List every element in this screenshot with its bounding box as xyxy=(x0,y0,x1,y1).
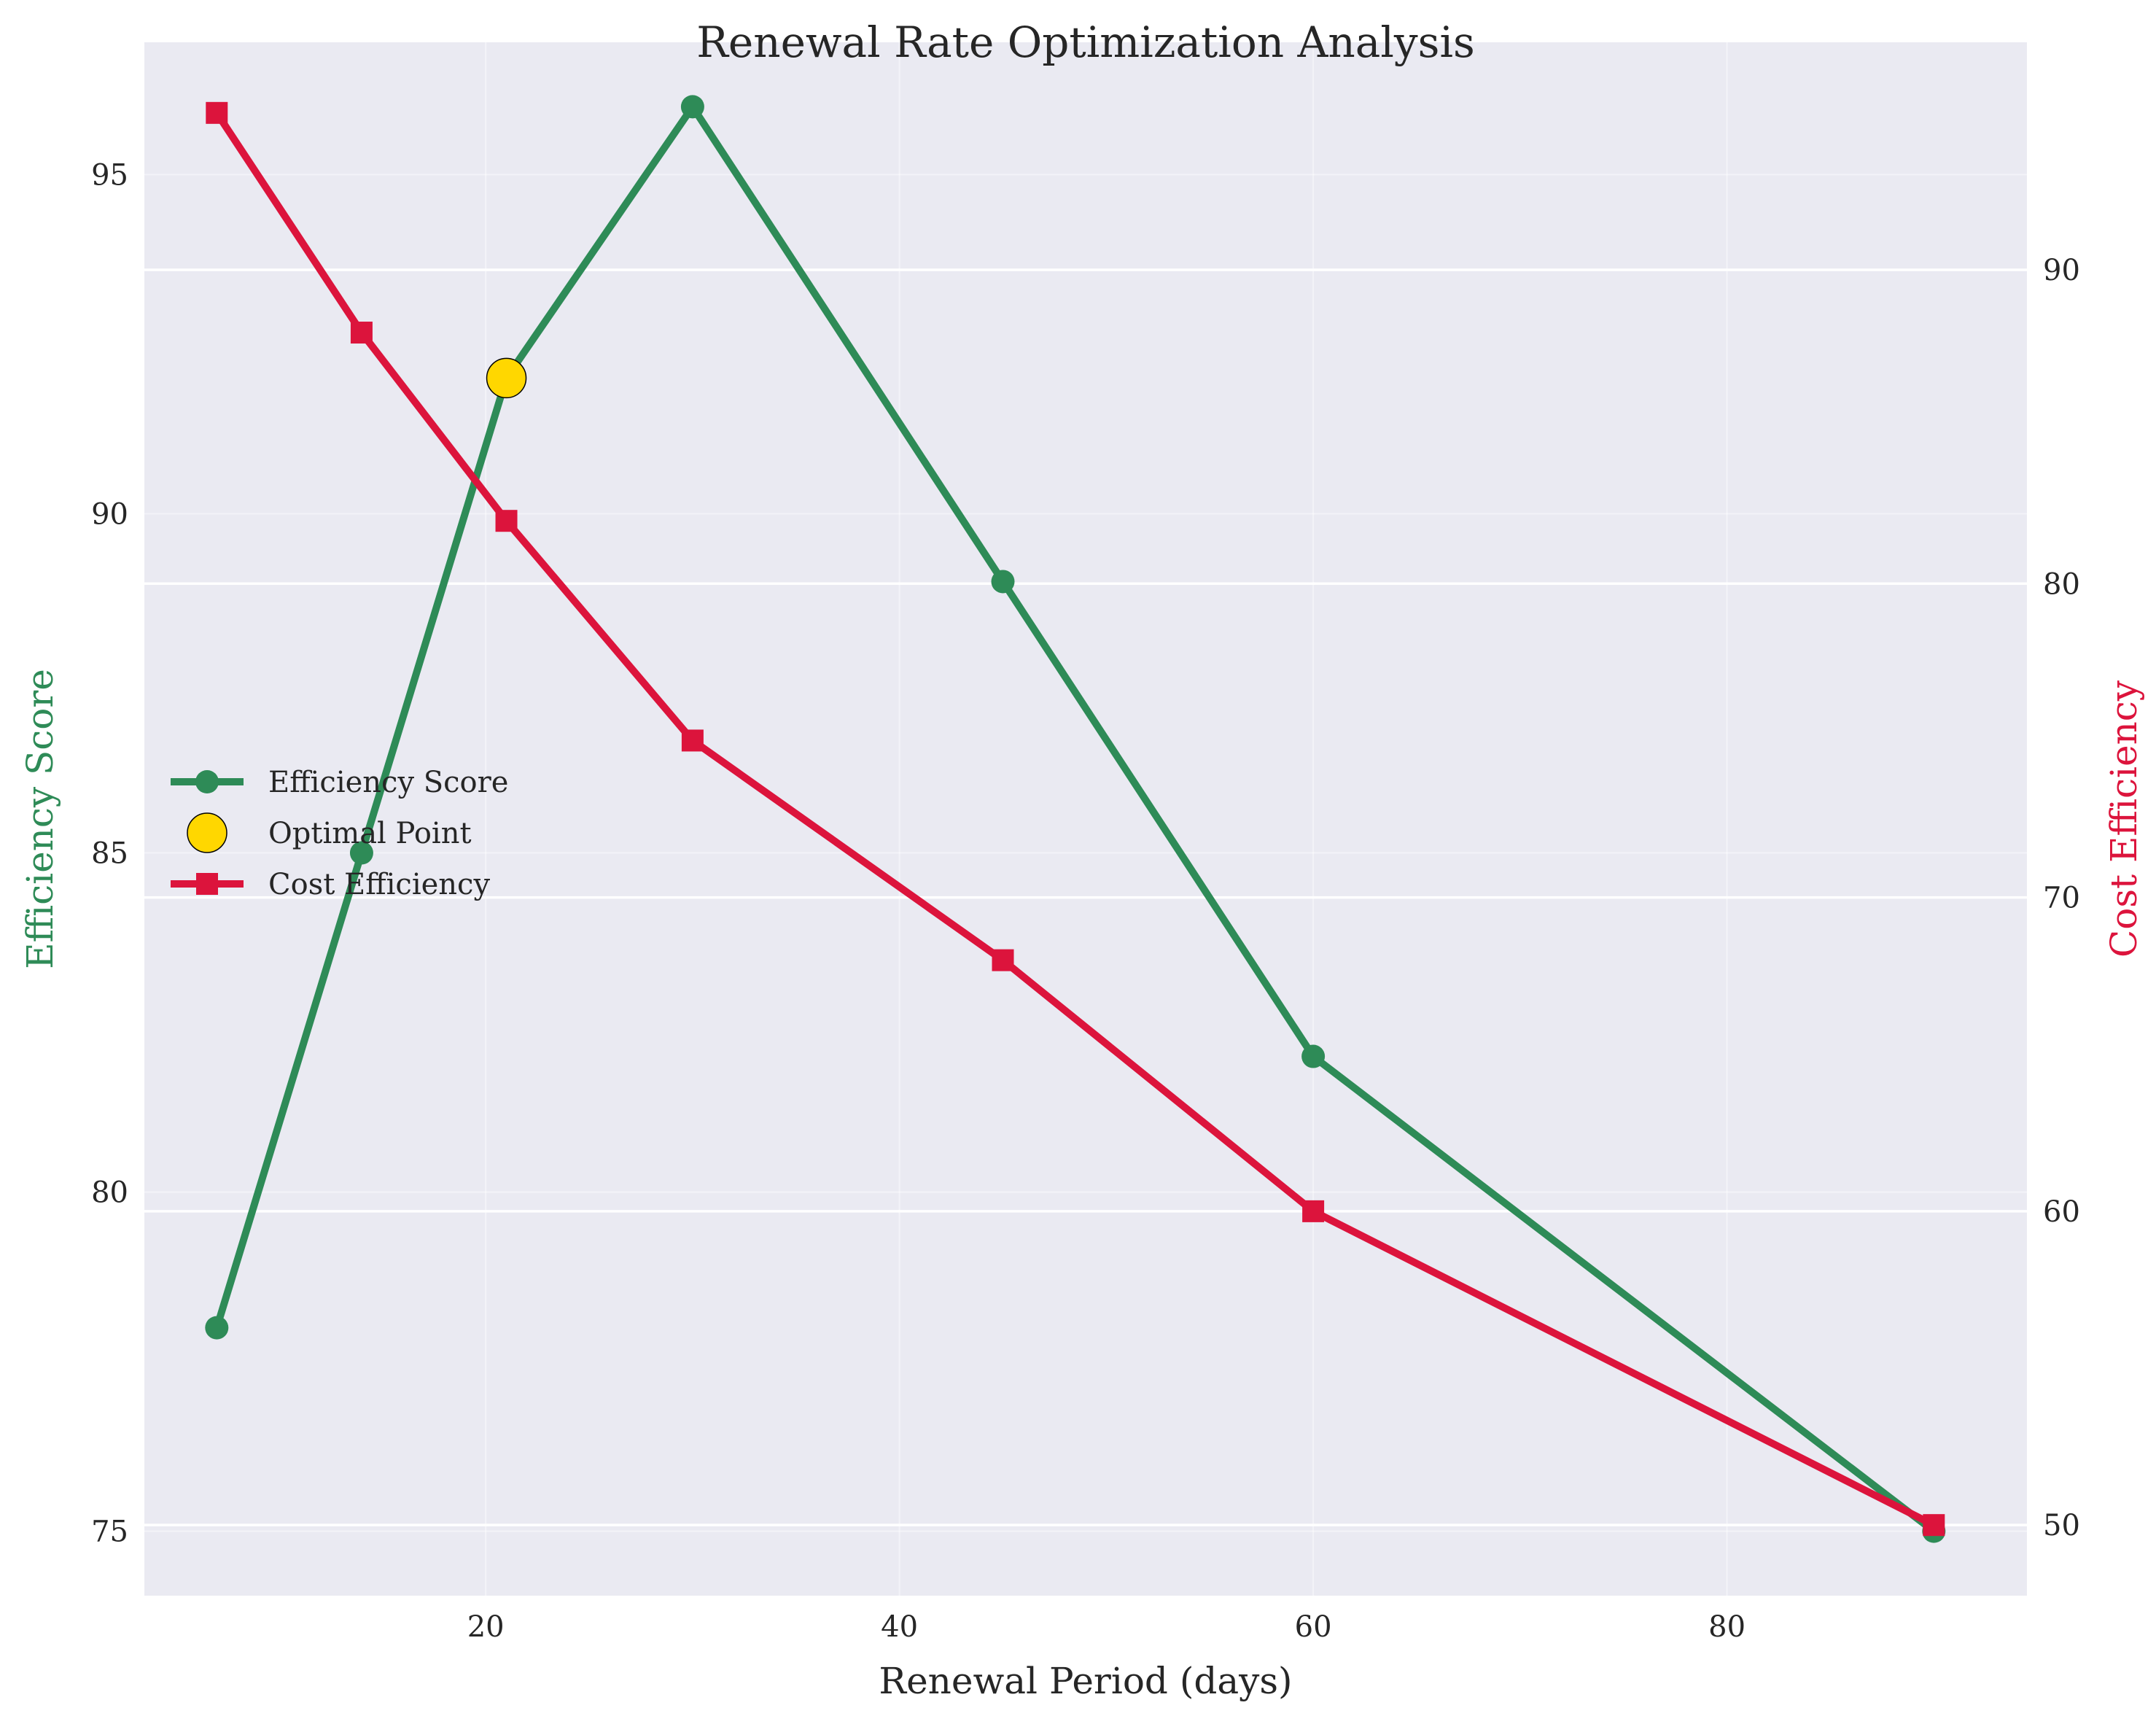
y-axis-label-left: Efficiency Score xyxy=(19,669,61,969)
plot-background xyxy=(144,42,2027,1596)
x-tick-label: 80 xyxy=(1708,1610,1746,1644)
data-point-square xyxy=(1923,1514,1945,1537)
data-point-square xyxy=(495,510,518,532)
legend-marker xyxy=(196,873,218,895)
y-left-tick-label: 90 xyxy=(91,497,128,531)
y-right-tick-label: 90 xyxy=(2043,254,2080,287)
legend-item: Efficiency Score xyxy=(171,766,508,799)
y-left-tick-label: 75 xyxy=(91,1515,128,1549)
legend-marker xyxy=(195,770,219,793)
data-point-circle xyxy=(349,841,373,865)
data-point-square xyxy=(1302,1200,1325,1222)
x-axis-label: Renewal Period (days) xyxy=(879,1660,1292,1702)
y-left-tick-label: 80 xyxy=(91,1176,128,1210)
data-point-circle xyxy=(991,570,1015,594)
legend-label: Optimal Point xyxy=(268,817,472,850)
y-right-tick-label: 60 xyxy=(2043,1195,2080,1229)
x-tick-label: 40 xyxy=(881,1610,918,1644)
y-right-tick-label: 80 xyxy=(2043,567,2080,601)
data-point-circle xyxy=(205,1316,229,1340)
legend: Efficiency Score Optimal Point Cost Effici… xyxy=(171,766,508,901)
y-right-tick-label: 70 xyxy=(2043,882,2080,915)
y-left-tick-label: 85 xyxy=(91,837,128,871)
chart-title: Renewal Rate Optimization Analysis xyxy=(696,18,1475,67)
data-point-circle xyxy=(680,95,704,119)
legend-label: Efficiency Score xyxy=(268,766,508,799)
y-axis-label-right: Cost Efficiency xyxy=(2103,680,2145,958)
legend-marker xyxy=(187,812,227,853)
data-point-square xyxy=(681,729,704,752)
data-point-square xyxy=(206,101,228,124)
series-cost-efficiency xyxy=(206,101,1945,1537)
data-point-square xyxy=(992,949,1014,971)
legend-item: Cost Efficiency xyxy=(171,868,490,901)
data-point-square xyxy=(350,322,373,344)
y-right-tick-label: 50 xyxy=(2043,1509,2080,1542)
x-tick-label: 20 xyxy=(467,1610,505,1644)
x-tick-label: 60 xyxy=(1295,1610,1332,1644)
optimal-point-marker xyxy=(486,357,527,399)
y-left-tick-label: 95 xyxy=(91,158,128,192)
data-point-circle xyxy=(1301,1044,1326,1068)
legend-item: Optimal Point xyxy=(187,812,472,853)
legend-label: Cost Efficiency xyxy=(268,868,490,901)
